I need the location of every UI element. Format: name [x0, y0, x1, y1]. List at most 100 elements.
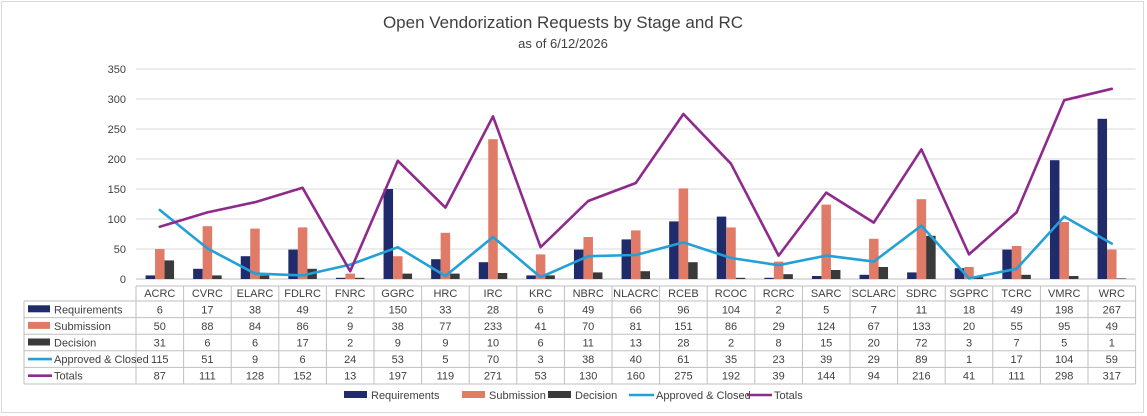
x-tick-label: SGPRC: [949, 288, 988, 300]
data-label: 53: [392, 354, 404, 366]
row-label: Submission: [54, 321, 111, 333]
data-label: 6: [252, 338, 258, 350]
bar-decision: [592, 272, 603, 279]
x-tick-label: ACRC: [144, 288, 175, 300]
data-label: 20: [868, 338, 880, 350]
data-label: 6: [538, 338, 544, 350]
legend-key: [548, 391, 571, 398]
data-label: 216: [912, 371, 930, 383]
data-label: 94: [868, 371, 880, 383]
data-label: 33: [439, 304, 451, 316]
data-label: 11: [916, 304, 927, 316]
chart-title: Open Vendorization Requests by Stage and…: [383, 13, 743, 32]
data-label: 9: [252, 354, 258, 366]
bar-requirements: [764, 277, 774, 279]
bar-submission: [345, 273, 355, 279]
data-label: 15: [820, 338, 832, 350]
chart-subtitle: as of 6/12/2026: [518, 36, 608, 51]
bar-decision: [830, 270, 841, 279]
data-label: 53: [534, 371, 546, 383]
x-tick-label: HRC: [433, 288, 457, 300]
y-tick-label: 350: [108, 64, 126, 76]
legend-key: [462, 391, 485, 398]
bar-requirements: [1002, 249, 1012, 279]
data-label: 111: [1008, 371, 1025, 383]
y-tick-label: 150: [108, 184, 126, 196]
bar-decision: [640, 271, 651, 279]
bar-decision: [783, 274, 793, 279]
data-label: 17: [296, 338, 308, 350]
bar-decision: [402, 273, 413, 279]
data-label: 70: [487, 354, 499, 366]
bar-submission: [678, 188, 689, 279]
data-label: 7: [871, 304, 877, 316]
data-label: 87: [154, 371, 166, 383]
data-label: 49: [582, 304, 594, 316]
bar-submission: [1011, 246, 1022, 279]
data-label: 152: [293, 371, 311, 383]
data-label: 70: [582, 321, 594, 333]
data-label: 38: [582, 354, 594, 366]
data-label: 6: [204, 338, 210, 350]
data-label: 9: [395, 338, 401, 350]
data-label: 6: [300, 354, 306, 366]
data-label: 31: [154, 338, 166, 350]
data-label: 24: [344, 354, 356, 366]
data-label: 95: [1058, 321, 1070, 333]
row-legend-key: [28, 305, 50, 313]
bar-submission: [583, 237, 593, 279]
data-label: 150: [389, 304, 407, 316]
data-label: 77: [439, 321, 451, 333]
bar-decision: [735, 277, 746, 279]
data-label: 5: [823, 304, 829, 316]
data-label: 11: [582, 338, 593, 350]
bar-decision: [878, 267, 889, 279]
data-label: 124: [817, 321, 835, 333]
x-tick-label: TCRC: [1001, 288, 1032, 300]
bar-requirements: [573, 249, 584, 279]
x-tick-label: RCOC: [715, 288, 747, 300]
bar-decision: [212, 275, 222, 279]
data-label: 2: [347, 304, 353, 316]
data-label: 111: [199, 371, 216, 383]
data-label: 61: [677, 354, 689, 366]
x-tick-label: FDLRC: [284, 288, 321, 300]
legend-label: Totals: [774, 390, 803, 402]
data-label: 81: [630, 321, 642, 333]
data-label: 39: [820, 354, 832, 366]
legend-label: Submission: [489, 390, 546, 402]
data-label: 96: [677, 304, 689, 316]
data-label: 41: [534, 321, 546, 333]
x-tick-label: FNRC: [335, 288, 366, 300]
bar-decision: [1068, 276, 1079, 279]
x-tick-label: CVRC: [192, 288, 223, 300]
y-axis-ticks: 0 50 100 150 200 250 300 350: [108, 64, 126, 286]
bar-decision: [259, 275, 270, 279]
bar-submission: [916, 199, 927, 279]
bar-decision: [1021, 274, 1031, 279]
data-label: 23: [772, 354, 784, 366]
data-label: 29: [868, 354, 880, 366]
data-label: 6: [157, 304, 163, 316]
data-label: 10: [487, 338, 499, 350]
bar-requirements: [907, 272, 917, 279]
lines-layer: [158, 87, 1114, 280]
line-approved-closed: [158, 208, 1114, 280]
y-tick-label: 50: [114, 244, 126, 256]
data-label: 67: [868, 321, 880, 333]
data-label: 298: [1055, 371, 1073, 383]
bar-requirements: [859, 274, 870, 279]
bar-submission: [202, 226, 213, 279]
bar-submission: [1059, 222, 1069, 279]
data-label: 104: [722, 304, 740, 316]
bar-submission: [488, 139, 498, 279]
data-label: 50: [154, 321, 166, 333]
x-tick-label: NLACRC: [613, 288, 658, 300]
bar-submission: [393, 256, 403, 279]
y-tick-label: 250: [108, 124, 126, 136]
x-tick-label: GGRC: [381, 288, 414, 300]
data-label: 20: [963, 321, 975, 333]
bar-decision: [354, 277, 365, 279]
data-label: 17: [201, 304, 213, 316]
